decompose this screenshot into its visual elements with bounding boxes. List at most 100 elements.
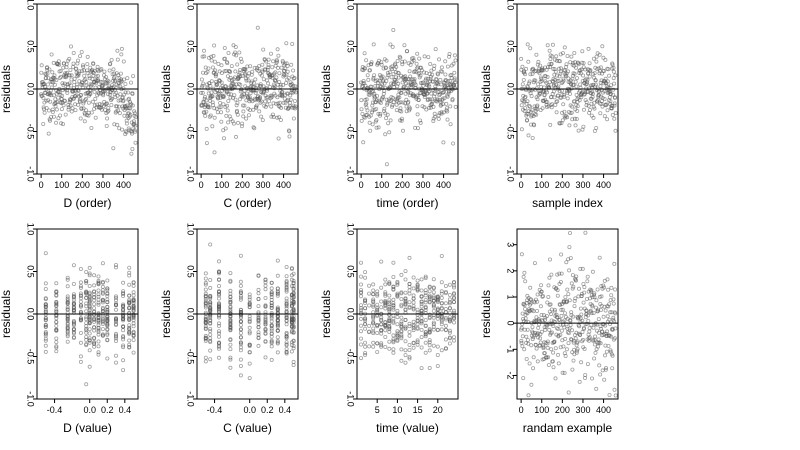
data-point — [594, 54, 599, 59]
data-point — [575, 347, 580, 352]
data-point — [96, 326, 101, 331]
data-point — [435, 307, 440, 312]
data-point — [49, 93, 54, 98]
data-point — [416, 98, 421, 103]
data-point — [289, 298, 294, 303]
data-point — [71, 334, 76, 339]
data-point — [60, 93, 65, 98]
data-point — [78, 316, 83, 321]
data-point — [593, 78, 598, 83]
data-point — [548, 321, 553, 326]
data-point — [43, 76, 48, 81]
data-point — [379, 343, 384, 348]
data-point — [250, 69, 255, 74]
data-point — [291, 330, 296, 335]
data-point — [423, 332, 428, 337]
data-point — [431, 304, 436, 309]
data-point — [525, 99, 530, 104]
data-point — [125, 76, 130, 81]
data-point — [607, 95, 612, 100]
data-point — [48, 118, 53, 123]
data-point — [542, 351, 547, 356]
data-point — [419, 299, 424, 304]
data-point — [87, 74, 92, 79]
data-point — [238, 314, 243, 319]
data-point — [72, 76, 77, 81]
data-point — [283, 66, 288, 71]
data-point — [379, 299, 384, 304]
data-point — [399, 116, 404, 121]
data-point — [538, 336, 543, 341]
data-point — [453, 86, 458, 91]
data-point — [203, 326, 208, 331]
data-point — [291, 271, 296, 276]
data-point — [113, 78, 118, 83]
data-point — [613, 73, 618, 78]
data-point — [450, 97, 455, 102]
data-point — [589, 311, 594, 316]
data-point — [208, 332, 213, 337]
y-tick-label: 0.0 — [186, 308, 196, 321]
data-point — [387, 280, 392, 285]
data-point — [574, 93, 579, 98]
data-point — [67, 56, 72, 61]
data-point — [85, 62, 90, 67]
data-point — [238, 295, 243, 300]
data-point — [233, 45, 238, 50]
data-point — [371, 292, 376, 297]
data-point — [392, 80, 397, 85]
data-point — [45, 82, 50, 87]
data-point — [76, 71, 81, 76]
data-point — [562, 92, 567, 97]
data-point — [54, 345, 59, 350]
data-point — [435, 97, 440, 102]
data-point — [575, 104, 580, 109]
y-tick-label: 0.0 — [186, 83, 196, 96]
data-point — [396, 81, 401, 86]
data-point — [404, 97, 409, 102]
data-point — [358, 282, 363, 287]
data-point — [561, 51, 566, 56]
data-point — [208, 294, 213, 299]
data-point — [131, 305, 136, 310]
data-point — [290, 42, 295, 47]
data-point — [407, 356, 412, 361]
data-point — [54, 312, 59, 317]
data-point — [415, 312, 420, 317]
data-point — [268, 96, 273, 101]
data-point — [604, 102, 609, 107]
data-point — [61, 65, 66, 70]
data-point — [126, 90, 131, 95]
data-point — [443, 291, 448, 296]
data-point — [545, 100, 550, 105]
data-point — [556, 93, 561, 98]
data-point — [396, 75, 401, 80]
data-point — [78, 299, 83, 304]
data-point — [73, 94, 78, 99]
data-point — [358, 274, 363, 279]
data-point — [219, 110, 224, 115]
data-point — [393, 75, 398, 80]
data-point — [50, 107, 55, 112]
x-tick-label: 10 — [392, 405, 402, 415]
data-point — [64, 62, 69, 67]
y-tick-label: 0.0 — [26, 308, 36, 321]
data-point — [129, 151, 134, 156]
data-point — [233, 97, 238, 102]
y-tick-label: 1.0 — [346, 0, 356, 10]
data-point — [226, 92, 231, 97]
data-point — [208, 113, 213, 118]
data-point — [403, 360, 408, 365]
y-tick-label: 1.0 — [26, 0, 36, 10]
data-point — [92, 336, 97, 341]
data-point — [403, 269, 408, 274]
data-point — [128, 80, 133, 85]
data-point — [591, 310, 596, 315]
data-point — [379, 327, 384, 332]
data-point — [362, 51, 367, 56]
data-point — [247, 329, 252, 334]
data-point — [573, 123, 578, 128]
data-point — [87, 283, 92, 288]
data-point — [532, 333, 537, 338]
